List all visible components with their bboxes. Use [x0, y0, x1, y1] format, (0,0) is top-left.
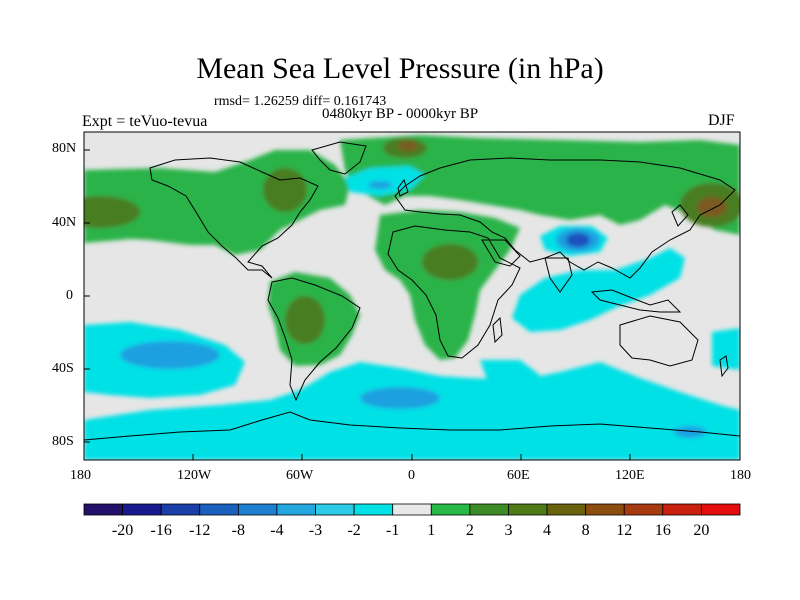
anomaly-core-southern-atlantic — [360, 387, 440, 409]
anomaly-core-sahara — [422, 244, 478, 280]
anomaly-core-tibet — [566, 233, 590, 247]
colorbar-label: 16 — [654, 522, 671, 539]
lat-label-equator: 0 — [66, 288, 73, 303]
colorbar-label: 2 — [465, 522, 474, 539]
anomaly-africa — [375, 210, 520, 360]
lon-label-180w: 180 — [70, 468, 91, 483]
lat-label-40n: 40N — [52, 215, 77, 230]
anomaly-core-west-pacific — [84, 196, 140, 228]
anomaly-core-iceland — [368, 181, 392, 189]
lon-label-120w: 120W — [177, 468, 212, 483]
colorbar-label: 4 — [543, 522, 552, 539]
coast-antarctica — [84, 411, 740, 441]
anomaly-ocean-west-indian — [480, 360, 540, 390]
period-subtitle: 0480kyr BP - 0000kyr BP — [322, 106, 479, 122]
lon-label-180e: 180 — [730, 468, 751, 483]
coast-uk — [397, 178, 409, 197]
coast-japan — [671, 204, 689, 227]
colorbar-label: 20 — [693, 522, 710, 539]
season-label: DJF — [708, 112, 735, 129]
coast-maritime-continent — [590, 289, 682, 313]
colorbar-label: -4 — [270, 522, 284, 539]
colorbar-label: -2 — [347, 522, 361, 539]
coastlines — [84, 141, 740, 441]
coast-madagascar — [492, 316, 503, 344]
colorbar-label: -12 — [189, 522, 211, 539]
coast-south-america — [267, 277, 361, 402]
anomaly-tropical-indian-ocean — [512, 248, 685, 332]
lon-label-60w: 60W — [286, 468, 314, 483]
stats-subtitle: rmsd= 1.26259 diff= 0.161743 — [214, 94, 387, 109]
colorbar-label: 12 — [616, 522, 633, 539]
lat-label-80s: 80S — [52, 434, 74, 449]
coast-new-zealand — [719, 355, 729, 378]
anomaly-core-greenland — [398, 141, 418, 151]
colorbar-label: 8 — [581, 522, 590, 539]
anomaly-east-pacific-south — [712, 328, 740, 370]
coast-arabia — [481, 239, 521, 267]
coast-eurasia — [394, 157, 736, 279]
lon-label-60e: 60E — [507, 468, 530, 483]
anomaly-core-south-pacific — [120, 341, 220, 369]
colorbar-label: 1 — [427, 522, 436, 539]
anomaly-core-far-east — [697, 197, 727, 217]
anomaly-southern-ocean — [84, 362, 740, 460]
coast-north-america — [149, 157, 319, 279]
axis-ticks — [83, 149, 741, 460]
anomaly-nordic-seas — [345, 166, 425, 196]
experiment-label: Expt = teVuo-tevua — [82, 113, 208, 130]
colorbar-label: 3 — [504, 522, 513, 539]
colorbar-label: -20 — [111, 522, 134, 539]
lon-label-0: 0 — [408, 468, 415, 483]
anomaly-core-north-america — [263, 168, 307, 212]
lat-label-40s: 40S — [52, 361, 74, 376]
colorbar-label: -3 — [308, 522, 323, 539]
anomaly-core-south-america — [285, 296, 325, 344]
lat-label-80n: 80N — [52, 141, 77, 156]
colorbar-label: -8 — [231, 522, 245, 539]
coast-africa — [387, 225, 521, 359]
anomaly-eurasia — [340, 135, 740, 235]
lon-label-120e: 120E — [615, 468, 645, 483]
plot-title: Mean Sea Level Pressure (in hPa) — [196, 52, 604, 85]
coast-australia — [619, 315, 699, 367]
anomaly-core-antarctic-east — [674, 426, 706, 438]
colorbar-label: -1 — [386, 522, 400, 539]
coast-greenland — [311, 141, 367, 175]
coast-india — [544, 257, 573, 293]
colorbar-label: -16 — [150, 522, 172, 539]
anomaly-north-pacific-east — [84, 178, 220, 243]
